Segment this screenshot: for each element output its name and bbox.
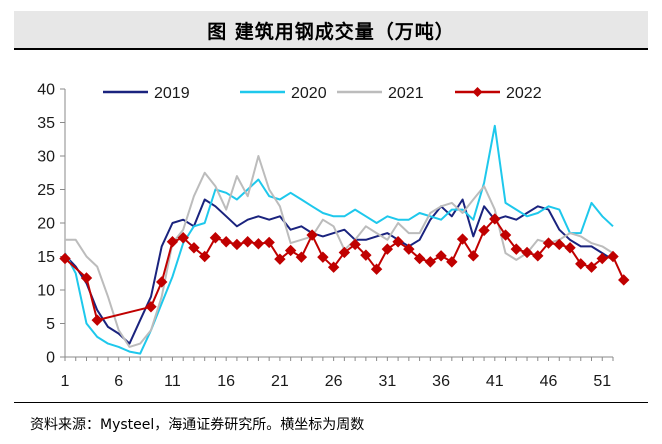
- point-2022: [188, 242, 200, 254]
- y-tick-label: 30: [37, 149, 55, 166]
- point-2022: [198, 250, 211, 263]
- point-2022: [403, 243, 415, 255]
- point-2022: [618, 274, 630, 286]
- y-tick-label: 25: [37, 182, 55, 199]
- legend-label-2020: 2020: [291, 85, 327, 102]
- point-2022: [585, 261, 598, 273]
- x-tick-label: 16: [217, 373, 235, 390]
- point-2022: [575, 258, 587, 270]
- footer-rule: [14, 402, 648, 403]
- y-tick-label: 5: [46, 316, 55, 333]
- chart-title: 图 建筑用钢成交量（万吨）: [207, 21, 455, 43]
- point-2022: [564, 242, 576, 254]
- y-tick-label: 10: [37, 283, 55, 300]
- x-tick-label: 46: [540, 373, 558, 390]
- point-2022: [370, 263, 383, 275]
- point-2022: [413, 252, 426, 265]
- point-2022: [349, 238, 361, 251]
- x-tick-label: 36: [432, 373, 450, 390]
- x-tick-label: 6: [114, 373, 123, 390]
- legend-label-2022: 2022: [506, 85, 542, 102]
- legend: 2019 2020 2021 2022: [103, 85, 542, 102]
- point-2022: [607, 250, 619, 263]
- point-2022: [231, 238, 243, 251]
- series-line-2020: [64, 124, 614, 355]
- point-2022: [155, 276, 168, 288]
- point-2022: [274, 253, 286, 265]
- point-2022: [338, 246, 351, 259]
- point-2022: [59, 252, 71, 265]
- point-2022: [596, 252, 608, 265]
- point-2022: [145, 301, 157, 313]
- point-2022: [220, 236, 232, 248]
- x-tick-label: 11: [164, 373, 181, 390]
- y-tick-label: 15: [37, 249, 55, 266]
- series-line-2021: [65, 155, 614, 348]
- point-2022: [295, 251, 308, 263]
- point-2022: [489, 213, 501, 225]
- point-2022: [209, 232, 222, 244]
- y-tick-label: 35: [37, 115, 55, 132]
- x-tick-label: 1: [61, 373, 70, 390]
- point-2022: [542, 237, 555, 249]
- title-rule: [14, 48, 648, 50]
- point-2022: [392, 236, 404, 248]
- y-tick-label: 40: [37, 82, 55, 99]
- point-2022: [521, 246, 533, 259]
- x-tick-label: 31: [378, 373, 396, 390]
- legend-marker-2022: [472, 87, 483, 97]
- point-2022: [177, 232, 189, 244]
- source-note: 资料来源：Mysteel，海通证券研究所。横坐标为周数: [30, 417, 365, 433]
- point-2022: [360, 249, 372, 261]
- legend-label-2021: 2021: [388, 85, 424, 102]
- point-2022: [467, 250, 480, 262]
- point-2022: [499, 229, 512, 241]
- point-2022: [241, 236, 254, 248]
- x-tick-label: 26: [325, 373, 343, 390]
- series-lines: [59, 124, 630, 355]
- point-2022: [435, 250, 447, 262]
- x-tick-label: 51: [593, 373, 611, 390]
- point-2022: [478, 224, 490, 237]
- point-2022: [91, 314, 103, 326]
- point-2022: [80, 272, 93, 284]
- y-tick-label: 20: [37, 216, 55, 233]
- point-2022: [252, 238, 265, 250]
- y-tick-label: 0: [46, 350, 55, 367]
- point-2022: [317, 251, 329, 263]
- point-2022: [284, 244, 297, 257]
- point-2022: [456, 233, 469, 245]
- point-2022: [381, 243, 394, 255]
- x-tick-label: 21: [271, 373, 289, 390]
- point-2022: [166, 236, 179, 248]
- point-2022: [446, 256, 458, 268]
- point-2022: [424, 256, 437, 268]
- point-2022: [327, 261, 340, 273]
- x-tick-label: 41: [486, 373, 504, 390]
- point-2022: [263, 236, 275, 249]
- series-line-2019: [64, 198, 614, 345]
- point-2022: [510, 243, 523, 255]
- point-2022: [532, 250, 544, 262]
- title-bar: 图 建筑用钢成交量（万吨）: [14, 11, 648, 48]
- point-2022: [306, 229, 318, 241]
- point-2022: [553, 238, 565, 251]
- legend-label-2019: 2019: [154, 85, 190, 102]
